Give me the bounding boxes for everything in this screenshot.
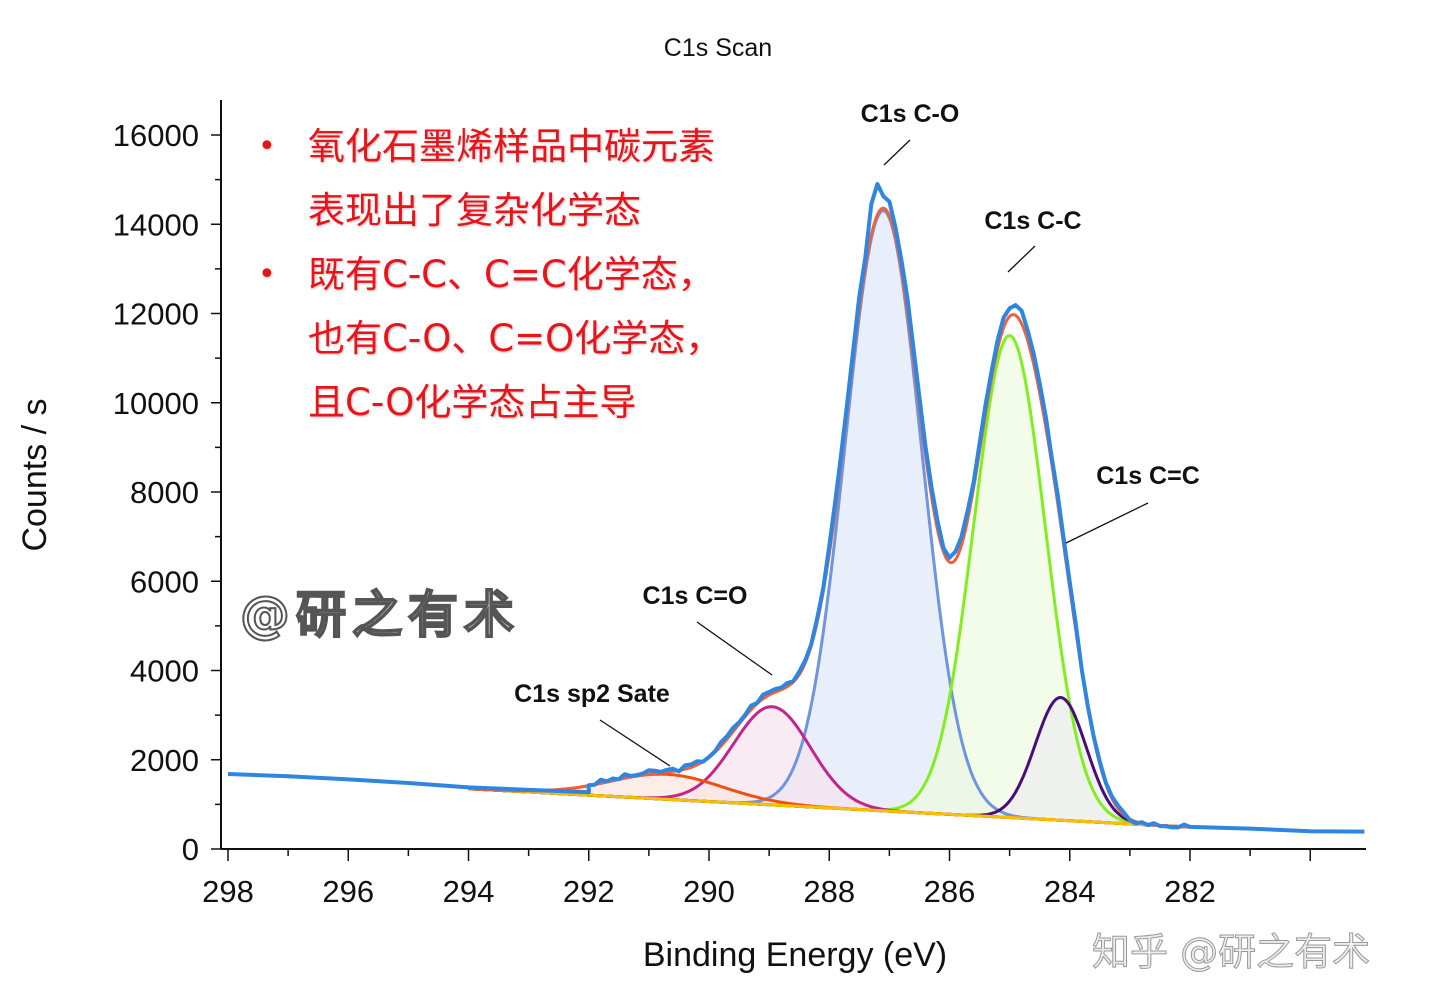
note-2: • 既有C-C、C=C化学态，也有C-O、C=O化学态，且C-O化学态占主导	[258, 243, 738, 435]
y-tick-label: 12000	[113, 297, 199, 332]
x-tick-label: 290	[683, 874, 735, 909]
peak-annotation: C1s C-C	[984, 207, 1081, 235]
x-tick-label: 296	[322, 874, 374, 909]
bullet: •	[258, 129, 276, 164]
note-1: • 氧化石墨烯样品中碳元素表现出了复杂化学态	[258, 115, 738, 243]
y-tick-label: 14000	[113, 207, 199, 242]
chart-title: C1s Scan	[664, 34, 772, 62]
peak-annotation: C1s C=O	[643, 582, 748, 610]
x-tick-label: 284	[1044, 874, 1096, 909]
y-tick-label: 16000	[113, 118, 199, 153]
background-line	[468, 787, 1191, 829]
footer-watermark: 知乎 @研之有术	[1091, 930, 1371, 974]
y-tick-label: 10000	[113, 386, 199, 421]
x-tick-label: 298	[202, 874, 254, 909]
measured-line	[227, 182, 1365, 834]
x-tick-label: 282	[1164, 874, 1216, 909]
bullet: •	[258, 257, 276, 292]
x-tick-label: 288	[803, 874, 855, 909]
note-text: 氧化石墨烯样品中碳元素表现出了复杂化学态	[308, 125, 715, 232]
x-tick-label: 286	[924, 874, 976, 909]
watermark: @研之有术	[239, 586, 520, 644]
component-fill-3	[468, 706, 1190, 828]
y-tick-label: 2000	[130, 743, 199, 778]
x-tick-label: 292	[563, 874, 615, 909]
y-tick-label: 8000	[130, 475, 199, 510]
peak-annotation: C1s C=C	[1096, 462, 1200, 490]
peak-annotation: C1s C-O	[861, 100, 960, 128]
annotation-leader-line	[599, 719, 671, 767]
x-axis-label: Binding Energy (eV)	[643, 936, 947, 974]
annotation-leader-line	[883, 139, 911, 166]
component-fill-4	[468, 774, 1190, 828]
y-tick-label: 4000	[130, 654, 199, 689]
annotation-notes: • 氧化石墨烯样品中碳元素表现出了复杂化学态 • 既有C-C、C=C化学态，也有C-…	[258, 115, 738, 435]
y-axis-label: Counts / s	[16, 398, 54, 551]
x-tick-label: 294	[443, 874, 495, 909]
y-tick-label: 6000	[130, 564, 199, 599]
peak-annotation: C1s sp2 Sate	[514, 680, 670, 708]
y-tick-label: 0	[182, 832, 199, 867]
component-fill-0	[468, 210, 1190, 828]
annotation-leader-line	[1007, 245, 1036, 273]
annotation-leader-line	[1065, 502, 1149, 544]
annotation-leader-line	[696, 621, 773, 676]
component-fill-1	[468, 335, 1190, 828]
note-text: 既有C-C、C=C化学态，也有C-O、C=O化学态，且C-O化学态占主导	[308, 253, 723, 424]
